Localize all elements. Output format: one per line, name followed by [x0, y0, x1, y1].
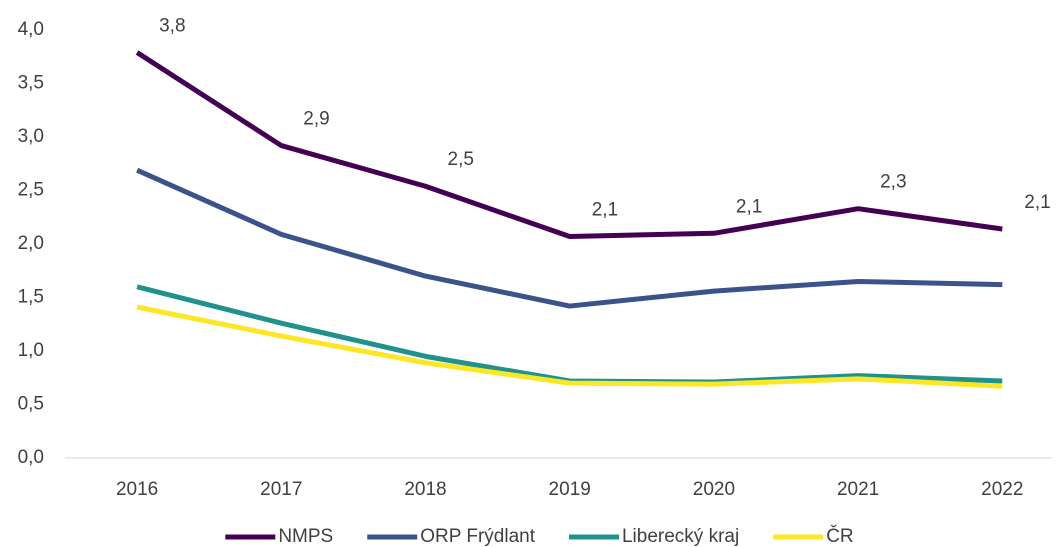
x-tick-label: 2021	[837, 479, 879, 500]
data-label: 2,1	[592, 200, 618, 221]
y-tick-label: 0,0	[18, 447, 44, 468]
series-line	[136, 167, 1003, 309]
y-tick-label: 3,0	[18, 126, 44, 147]
data-label: 2,1	[736, 196, 762, 217]
x-tick-label: 2017	[260, 479, 302, 500]
series-line	[135, 50, 1003, 240]
x-tick-label: 2020	[693, 479, 735, 500]
data-label: 2,3	[880, 172, 906, 193]
x-tick-label: 2022	[981, 479, 1023, 500]
x-tick-label: 2016	[116, 479, 158, 500]
x-tick-label: 2018	[404, 479, 446, 500]
y-tick-label: 4,0	[18, 19, 44, 40]
y-tick-label: 1,0	[18, 340, 44, 361]
y-tick-label: 2,0	[18, 233, 44, 254]
series-line	[136, 304, 1003, 389]
legend-label: Liberecký kraj	[622, 526, 739, 547]
legend-label: ORP Frýdlant	[420, 526, 535, 547]
data-label: 2,9	[303, 109, 329, 130]
data-label: 2,1	[1024, 192, 1050, 213]
y-tick-label: 0,5	[18, 394, 44, 415]
y-tick-label: 1,5	[18, 287, 44, 308]
y-tick-label: 3,5	[18, 73, 44, 94]
data-label: 3,8	[159, 15, 185, 36]
x-tick-label: 2019	[549, 479, 591, 500]
legend-label: ČR	[826, 525, 853, 547]
data-label: 2,5	[448, 149, 474, 170]
y-tick-label: 2,5	[18, 180, 44, 201]
legend-label: NMPS	[278, 526, 333, 547]
